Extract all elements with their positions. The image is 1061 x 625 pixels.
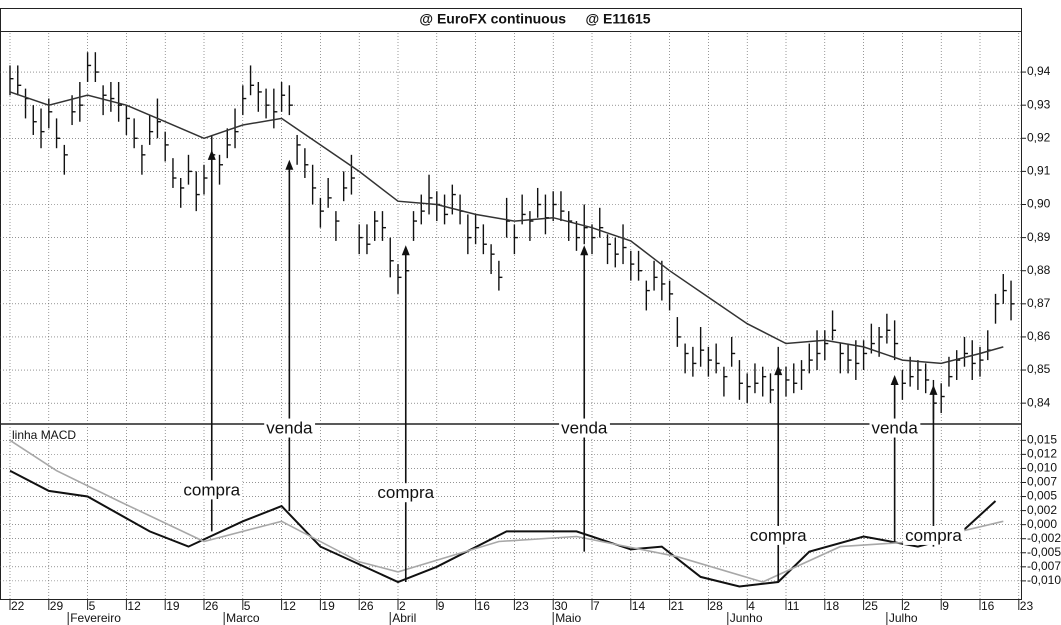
x-tick-label: 29 [50,599,64,613]
annotation-bg [903,525,965,545]
annotation-bg [264,418,316,438]
y-tick-label: 0,90 [1027,197,1051,211]
macd-line [9,469,997,588]
x-tick-label: 23 [1020,599,1034,613]
y-tick-label: 0,86 [1027,329,1051,343]
x-tick-label: 12 [127,599,141,613]
y-tick-label: 0,010 [1027,461,1057,475]
x-tick-label: 2 [399,599,406,613]
arrow-head [774,365,783,376]
annotation: compra [377,483,434,502]
y-tick-label: 0,85 [1027,362,1051,376]
moving-average [9,91,1004,365]
arrow-head [207,149,216,160]
y-tick-label: 0,005 [1027,489,1057,503]
month-label: Abril [392,611,416,625]
y-tick-label: 0,007 [1027,475,1057,489]
y-tick-label: -0,005 [1027,545,1061,559]
month-label: Maio [555,611,581,625]
annotation: compra [905,526,962,545]
annotation: venda [871,419,918,438]
y-tick-label: 0,84 [1027,395,1051,409]
y-tick-label: 0,93 [1027,97,1051,111]
y-tick-label: 0,87 [1027,296,1051,310]
x-tick-label: 30 [554,599,568,613]
x-tick-label: 25 [865,599,879,613]
x-tick-label: 28 [709,599,723,613]
y-tick-label: 0,94 [1027,64,1051,78]
annotation-bg [747,525,810,545]
y-tick-label: 0,88 [1027,263,1051,277]
y-tick-label: -0,007 [1027,559,1061,573]
y-tick-label: 0,92 [1027,130,1051,144]
x-tick-label: 16 [477,599,491,613]
x-tick-label: 26 [360,599,374,613]
x-tick-label: 11 [787,599,800,613]
annotation: compra [750,526,807,545]
x-tick-label: 19 [166,599,180,613]
x-tick-label: 4 [748,599,755,613]
y-tick-label: -0,002 [1027,531,1061,545]
arrow-head [401,245,410,256]
x-tick-label: 5 [244,599,251,613]
y-tick-label: -0,010 [1027,573,1061,587]
macd-label: linha MACD [12,428,76,442]
month-label: Julho [889,611,918,625]
annotation: compra [183,480,240,499]
arrow-head [890,375,899,386]
arrow-head [929,384,938,395]
x-tick-label: 21 [671,599,685,613]
annotation-bg [375,483,437,503]
macd-line [9,439,1004,583]
y-tick-label: 0,000 [1027,517,1057,531]
x-tick-label: 5 [89,599,96,613]
x-tick-label: 22 [11,599,25,613]
annotation: venda [561,419,608,438]
y-tick-label: 0,91 [1027,164,1051,178]
annotation-bg [181,480,243,500]
x-tick-label: 16 [981,599,995,613]
month-label: Junho [730,611,763,625]
y-tick-label: 0,012 [1027,447,1057,461]
x-tick-label: 26 [205,599,219,613]
month-label: Fevereiro [70,611,121,625]
x-tick-label: 9 [438,599,445,613]
x-tick-label: 12 [283,599,297,613]
month-label: Marco [226,611,260,625]
x-tick-label: 18 [826,599,840,613]
annotation: venda [266,419,313,438]
x-tick-label: 7 [593,599,600,613]
x-tick-label: 14 [632,599,646,613]
x-tick-label: 23 [515,599,529,613]
y-tick-label: 0,015 [1027,432,1057,446]
chart-title: @ EuroFX continuous @ E11615 [419,11,650,27]
annotation-bg [869,418,921,438]
x-tick-label: 9 [942,599,949,613]
x-tick-label: 19 [321,599,335,613]
annotation-bg [559,418,610,438]
y-tick-label: 0,002 [1027,503,1057,517]
y-tick-label: 0,89 [1027,230,1051,244]
x-tick-label: 2 [903,599,910,613]
arrow-head [285,159,294,170]
arrow-head [580,245,589,256]
